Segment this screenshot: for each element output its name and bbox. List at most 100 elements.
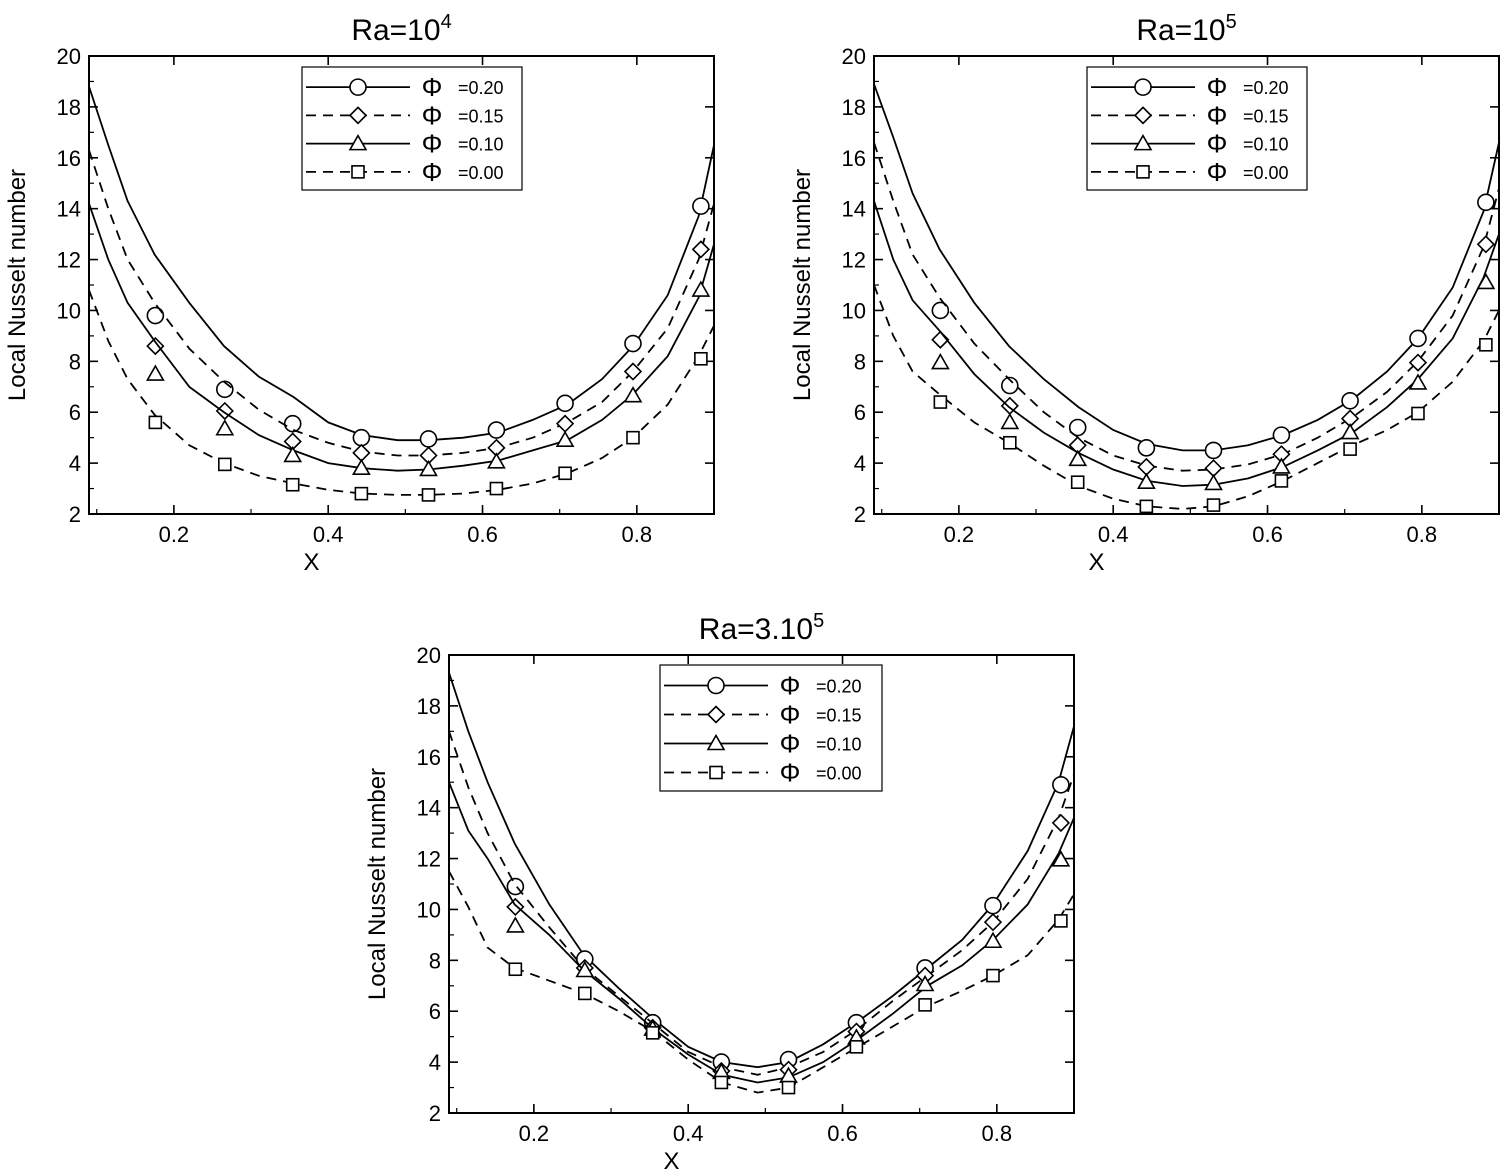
- series-2: [874, 142, 1499, 472]
- y-tick-label: 6: [69, 400, 81, 425]
- data-point: [1274, 474, 1289, 488]
- legend-label: =0.20: [458, 78, 504, 98]
- legend-symbol: Φ: [780, 671, 801, 701]
- series-line: [449, 731, 1074, 1076]
- y-tick-label: 20: [842, 44, 866, 69]
- legend-marker: [349, 78, 367, 96]
- x-tick-label: 0.6: [827, 1121, 858, 1146]
- x-tick-label: 0.8: [982, 1121, 1013, 1146]
- data-point: [1272, 426, 1291, 444]
- series-1-markers: [931, 193, 1495, 460]
- series-3: [89, 203, 714, 472]
- data-point: [931, 301, 950, 320]
- y-tick-label: 16: [842, 146, 866, 171]
- data-point: [351, 458, 371, 476]
- data-point: [555, 414, 575, 433]
- data-point: [623, 362, 643, 381]
- legend-symbol: Φ: [1207, 157, 1228, 187]
- data-point: [1343, 442, 1357, 456]
- series-1: [449, 672, 1074, 1069]
- y-tick-label: 14: [417, 796, 441, 821]
- data-point: [1204, 473, 1223, 491]
- y-tick-label: 14: [57, 197, 81, 222]
- series-line: [89, 203, 714, 472]
- data-point: [283, 445, 303, 463]
- data-point: [692, 197, 710, 215]
- legend-label: =0.10: [1243, 135, 1289, 155]
- legend-label: =0.15: [816, 706, 862, 726]
- chart-2: Ra=105 0.2 0.4 0.6 0.8 2 4 6 8 10 12 14 16 18 20 X Local…: [789, 11, 1500, 576]
- legend-marker: [351, 165, 365, 179]
- data-point: [691, 240, 711, 259]
- data-point: [1051, 850, 1071, 867]
- data-point: [354, 486, 369, 501]
- data-point: [556, 394, 574, 413]
- data-point: [146, 336, 165, 356]
- data-point: [1000, 412, 1020, 430]
- legend-label: =0.10: [458, 135, 504, 155]
- legend-marker: [706, 733, 726, 751]
- legend-marker: [707, 676, 725, 695]
- series-3: [874, 200, 1499, 487]
- data-point: [983, 931, 1003, 949]
- y-tick-label: 16: [417, 745, 441, 770]
- series-4: [89, 289, 714, 496]
- data-point: [1068, 418, 1087, 437]
- data-point: [1052, 775, 1070, 794]
- y-tick-label: 12: [842, 248, 866, 273]
- data-point: [714, 1075, 729, 1090]
- x-tick-label: 0.2: [519, 1121, 550, 1146]
- data-point: [489, 481, 504, 496]
- data-point: [1477, 193, 1495, 212]
- data-point: [1476, 235, 1496, 254]
- data-point: [505, 916, 525, 933]
- data-point: [1051, 813, 1071, 833]
- x-tick-label: 0.2: [944, 522, 975, 547]
- y-axis-label: Local Nusselt number: [789, 169, 816, 401]
- data-point: [421, 488, 436, 502]
- data-point: [555, 430, 575, 448]
- data-point: [1408, 353, 1428, 372]
- series-4-markers: [148, 351, 708, 502]
- series-line: [89, 289, 714, 496]
- data-point: [1408, 373, 1428, 390]
- data-point: [1001, 376, 1019, 395]
- series-4: [874, 284, 1499, 510]
- series-line: [874, 142, 1499, 472]
- legend-label: =0.20: [816, 677, 862, 697]
- series-2: [89, 149, 714, 457]
- legend-label: =0.00: [816, 764, 862, 784]
- y-tick-label: 18: [417, 694, 441, 719]
- legend-marker: [348, 106, 368, 125]
- legend-label: =0.20: [1243, 78, 1289, 98]
- data-point: [578, 986, 592, 1001]
- data-point: [419, 459, 438, 477]
- data-point: [352, 443, 371, 463]
- series-line: [449, 672, 1074, 1069]
- data-point: [1411, 406, 1425, 421]
- data-point: [645, 1026, 660, 1040]
- series-3-markers: [930, 272, 1496, 491]
- data-point: [218, 457, 232, 472]
- y-tick-label: 14: [842, 197, 866, 222]
- legend-label: =0.10: [816, 735, 862, 755]
- series-line: [449, 781, 1074, 1084]
- series-3-markers: [145, 280, 711, 477]
- y-tick-label: 2: [429, 1101, 441, 1126]
- data-point: [694, 351, 708, 366]
- data-point: [1068, 449, 1088, 467]
- data-point: [1479, 337, 1493, 352]
- x-tick-label: 0.8: [622, 522, 653, 547]
- chart-title: Ra=3.105: [699, 610, 824, 646]
- legend-symbol: Φ: [780, 729, 801, 759]
- data-point: [933, 395, 948, 409]
- legend-label: =0.15: [458, 106, 504, 126]
- legend-symbol: Φ: [1207, 100, 1228, 130]
- data-point: [216, 380, 234, 399]
- legend-label: =0.00: [1243, 163, 1289, 183]
- x-tick-label: 0.8: [1407, 522, 1438, 547]
- data-point: [1476, 272, 1496, 290]
- y-tick-label: 8: [854, 349, 866, 374]
- data-point: [1340, 422, 1360, 440]
- series-4-markers: [933, 337, 1493, 514]
